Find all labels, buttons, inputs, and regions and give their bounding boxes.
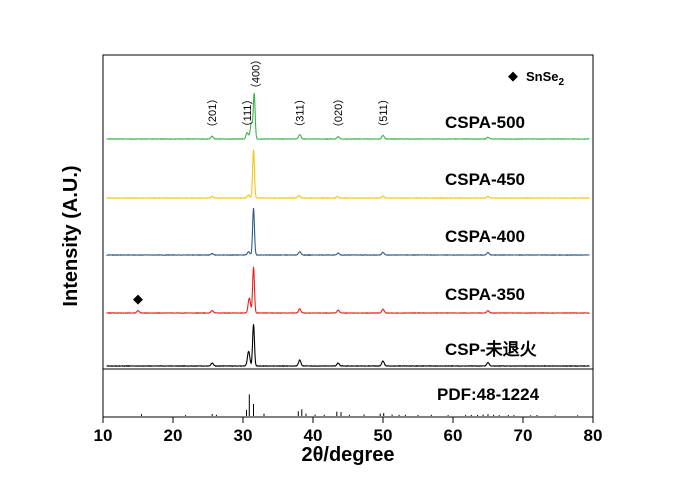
legend-symbol: ◆ [508,68,518,83]
peak-label: （311） [294,93,307,133]
series-label-0: CSPA-500 [445,113,525,132]
series-labels: CSPA-500 CSPA-450 CSPA-400 CSPA-350 CSP-未退火 P… [437,113,540,404]
peak-label: （511） [377,93,390,133]
x-axis-title: 2θ/degree [301,444,394,466]
series-label-1: CSPA-450 [445,170,525,189]
plot-frame [102,54,594,418]
y-axis-title: Intensity (A.U.) [60,165,82,306]
legend-label: SnSe2 [526,69,565,88]
series-label-3: CSPA-350 [445,285,525,304]
peak-labels: （201） （111）（400） （311） （020） （511） [206,54,390,133]
impurity-marker: ◆ [133,291,143,306]
series-line-3 [106,266,590,315]
x-tick-label: 30 [234,426,253,445]
x-tick-label: 70 [514,426,533,445]
series-label-4: CSP-未退火 [445,339,538,359]
x-axis-ticks: 10 20 30 40 50 60 70 80 [94,417,603,445]
x-tick-label: 50 [374,426,393,445]
x-tick-label: 40 [304,426,323,445]
peak-label: （111） [241,94,254,133]
series-line-1 [106,149,590,200]
legend: ◆ SnSe2 [508,68,565,88]
reference-pattern [141,394,579,416]
series-label-2: CSPA-400 [445,227,525,246]
peak-label: （201） [206,93,219,133]
diffraction-traces [106,92,590,368]
series-line-0 [106,92,590,141]
peak-label: （020） [332,93,345,133]
x-tick-label: 80 [584,426,603,445]
reference-label: PDF:48-1224 [437,385,540,404]
x-tick-label: 20 [164,426,183,445]
x-tick-label: 60 [444,426,463,445]
x-tick-label: 10 [94,426,113,445]
peak-label: （400） [250,54,263,94]
series-line-4 [106,324,590,368]
series-line-2 [106,208,590,257]
